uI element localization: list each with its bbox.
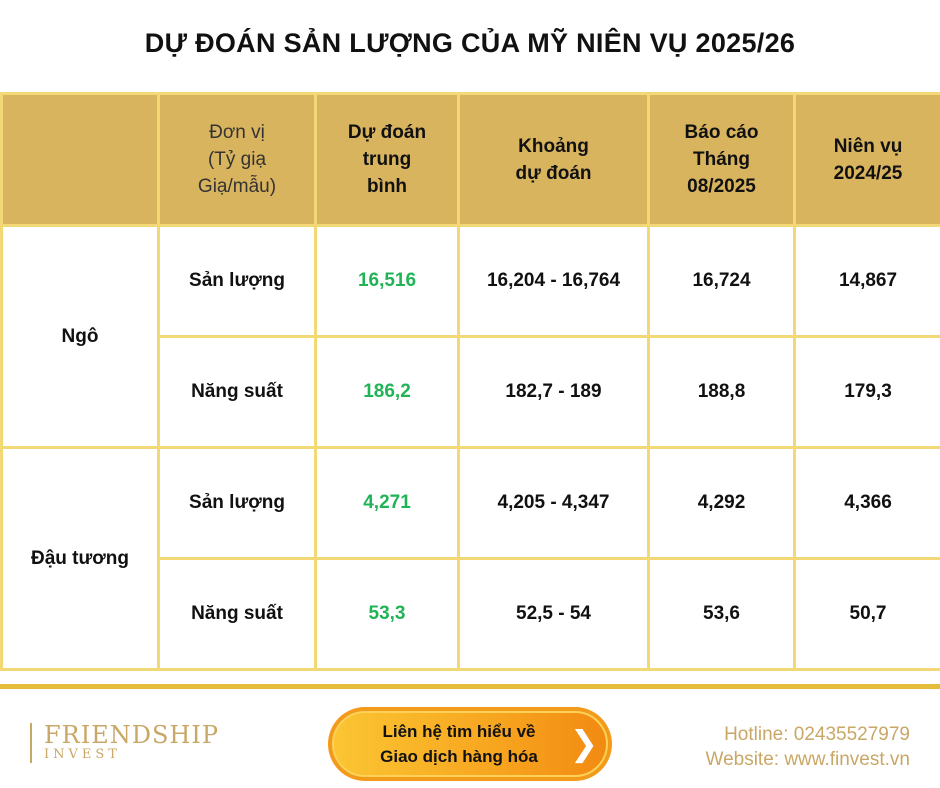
logo-bar	[30, 723, 32, 763]
range-value: 52,5 - 54	[457, 557, 650, 671]
season-value: 179,3	[793, 335, 940, 449]
table-row: Năng suất 186,2 182,7 - 189 188,8 179,3	[2, 335, 940, 449]
header-unit: Đơn vị (Tỷ giạ Giạ/mẫu)	[157, 92, 317, 227]
table-header-row: Đơn vị (Tỷ giạ Giạ/mẫu) Dự đoán trung bì…	[0, 92, 940, 227]
range-value: 182,7 - 189	[457, 335, 650, 449]
header-forecast-range: Khoảng dự đoán	[457, 92, 650, 227]
logo-line-2: INVEST	[44, 747, 121, 762]
page-title: DỰ ĐOÁN SẢN LƯỢNG CỦA MỸ NIÊN VỤ 2025/26	[144, 28, 796, 58]
range-value: 4,205 - 4,347	[457, 446, 650, 560]
season-value: 14,867	[793, 224, 940, 338]
cta-line-2: Giao dịch hàng hóa	[380, 747, 538, 766]
season-value: 50,7	[793, 557, 940, 671]
header-average-forecast: Dự đoán trung bình	[314, 92, 460, 227]
average-value: 16,516	[314, 224, 460, 338]
metric-label: Năng suất	[157, 557, 317, 671]
header-blank	[0, 92, 160, 227]
table-row: Năng suất 53,3 52,5 - 54 53,6 50,7	[2, 557, 940, 671]
footer-divider	[0, 684, 940, 689]
forecast-table: Đơn vị (Tỷ giạ Giạ/mẫu) Dự đoán trung bì…	[0, 92, 940, 671]
group-label-corn: Ngô	[0, 224, 160, 449]
range-value: 16,204 - 16,764	[457, 224, 650, 338]
average-value: 53,3	[314, 557, 460, 671]
header-august-report: Báo cáo Tháng 08/2025	[647, 92, 796, 227]
report-value: 16,724	[647, 224, 796, 338]
season-value: 4,366	[793, 446, 940, 560]
report-value: 4,292	[647, 446, 796, 560]
metric-label: Sản lượng	[157, 446, 317, 560]
table-row: Ngô Sản lượng 16,516 16,204 - 16,764 16,…	[0, 224, 940, 449]
logo-line-1: FRIENDSHIP	[44, 721, 219, 749]
cta-line-1: Liên hệ tìm hiểu về	[382, 722, 536, 741]
group-label-soybean: Đậu tương	[0, 446, 160, 671]
table-row: Đậu tương Sản lượng 4,271 4,205 - 4,347 …	[0, 446, 940, 671]
report-value: 53,6	[647, 557, 796, 671]
header-season-2024-25: Niên vụ 2024/25	[793, 92, 940, 227]
average-value: 186,2	[314, 335, 460, 449]
metric-label: Sản lượng	[157, 224, 317, 338]
hotline-text: Hotline: 02435527979	[724, 724, 910, 745]
friendship-invest-logo: FRIENDSHIP INVEST	[30, 720, 219, 766]
contact-cta-button[interactable]: Liên hệ tìm hiểu về Giao dịch hàng hóa ❯	[328, 707, 612, 781]
website-link[interactable]: Website: www.finvest.vn	[705, 749, 910, 770]
contact-info: Hotline: 02435527979 Website: www.finves…	[705, 722, 910, 772]
report-value: 188,8	[647, 335, 796, 449]
chevron-right-icon: ❯	[569, 724, 599, 764]
metric-label: Năng suất	[157, 335, 317, 449]
average-value: 4,271	[314, 446, 460, 560]
